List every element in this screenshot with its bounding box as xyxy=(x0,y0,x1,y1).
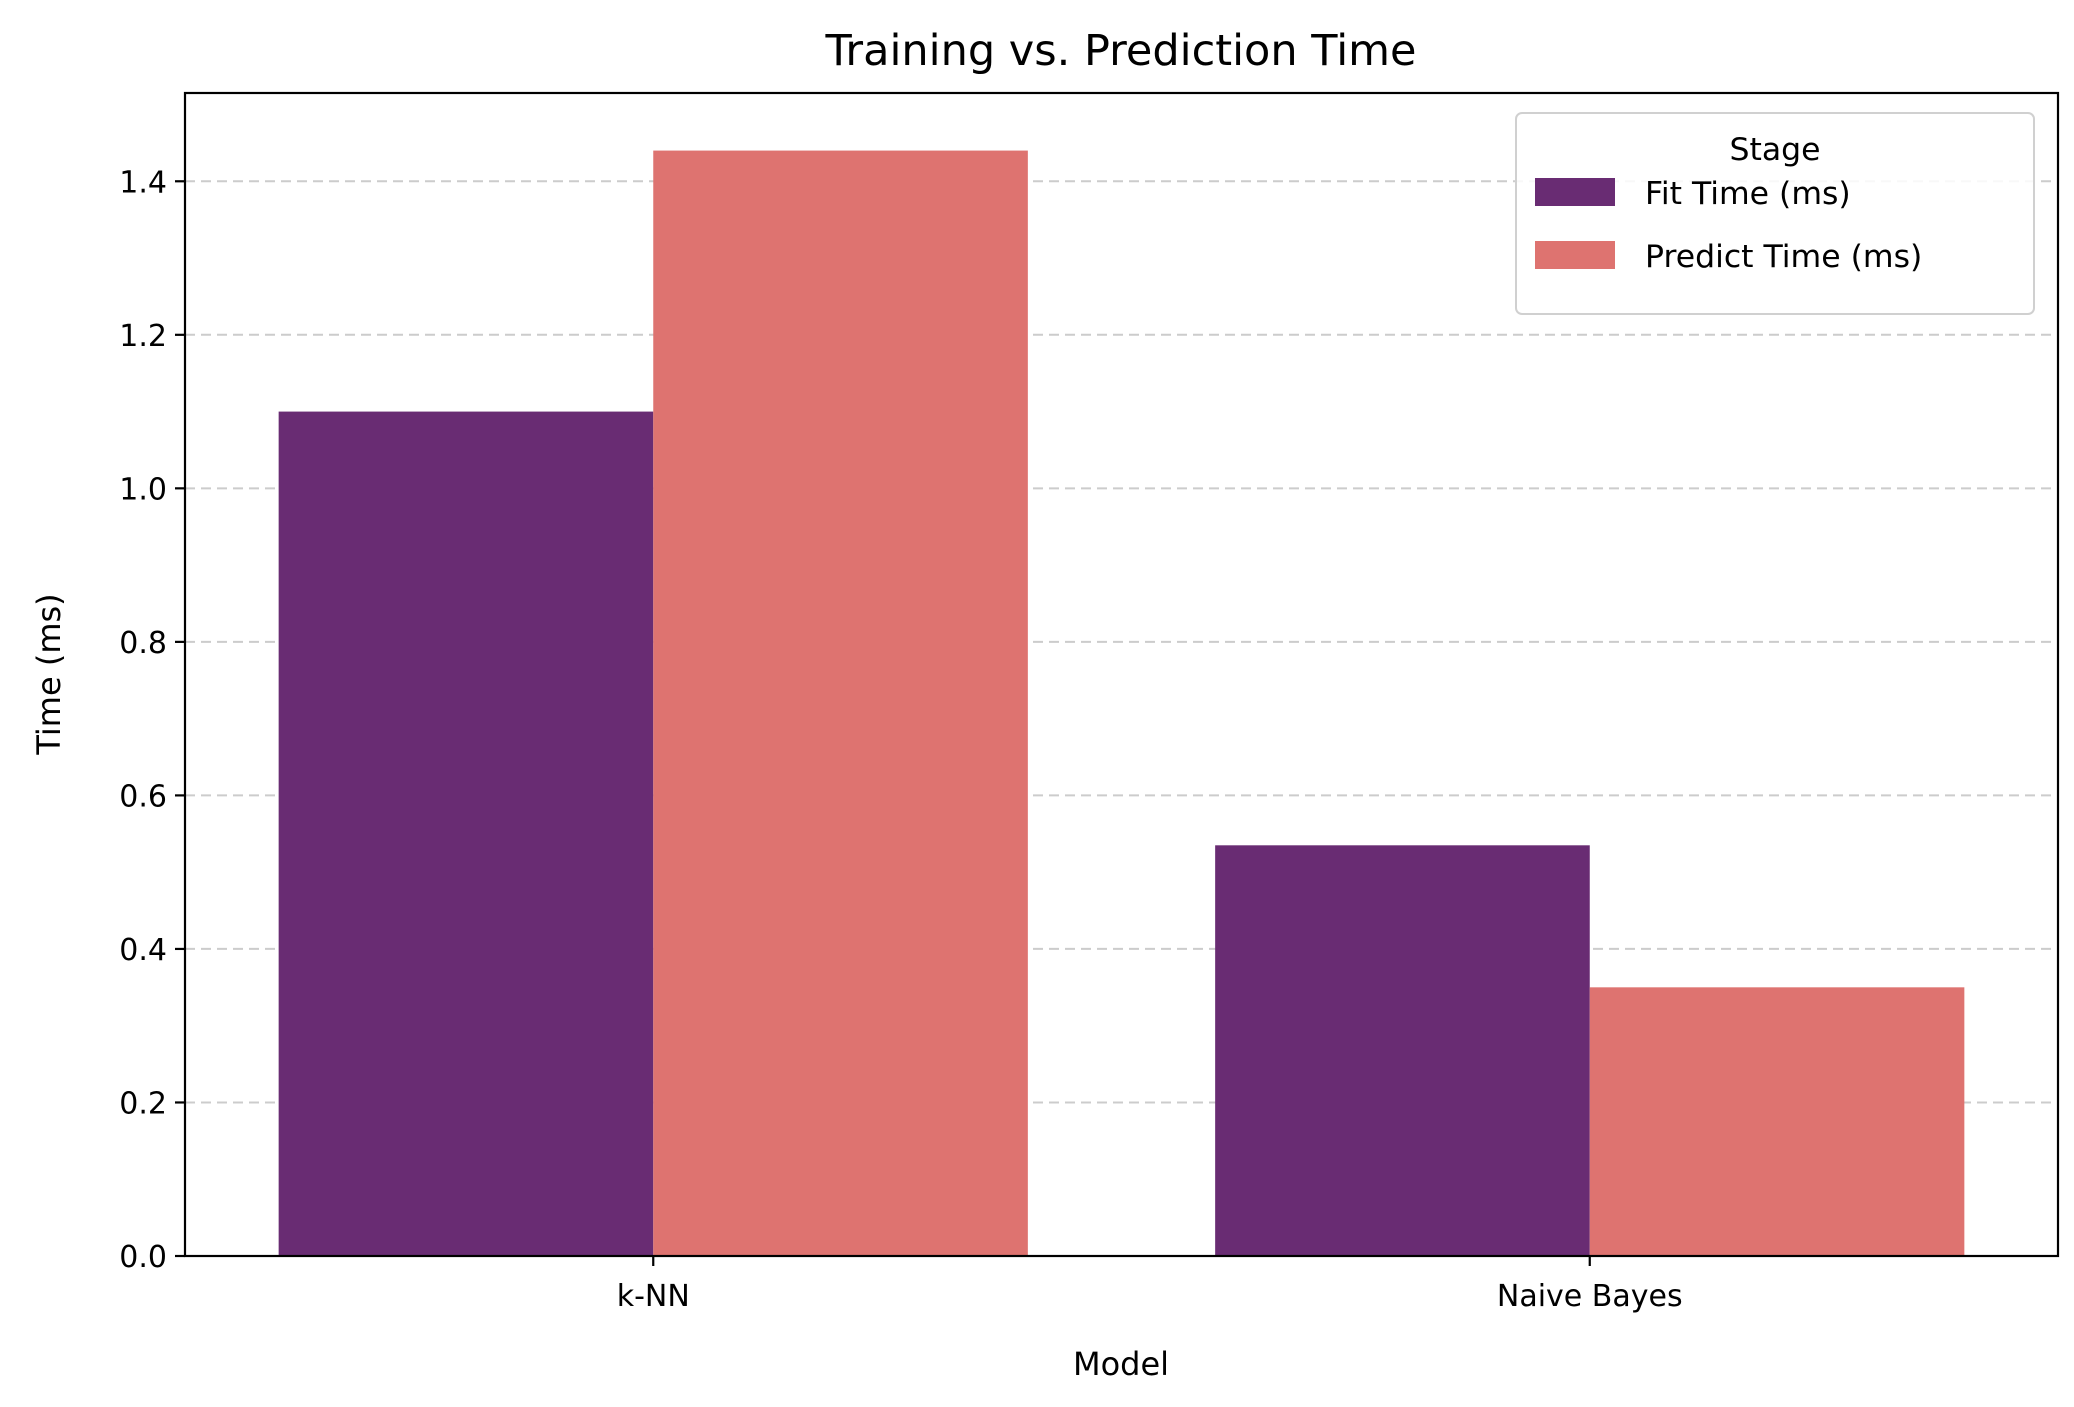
y-tick-label: 0.4 xyxy=(119,933,167,968)
chart-title: Training vs. Prediction Time xyxy=(824,26,1416,76)
y-axis-label: Time (ms) xyxy=(30,593,68,755)
bar-fit-time-ms-naive-bayes xyxy=(1215,845,1590,1256)
legend-frame xyxy=(1515,112,2035,315)
y-axis: 0.0 0.2 0.4 0.6 0.8 1.0 1.2 1.4 xyxy=(119,165,185,1275)
bar-predict-time-ms-naive-bayes xyxy=(1589,987,1965,1256)
bar-fit-time-ms-k-nn xyxy=(278,411,654,1257)
x-axis-label: Model xyxy=(1073,1345,1169,1383)
legend-swatch xyxy=(1535,241,1615,269)
plot-frame xyxy=(183,91,2060,1258)
x-tick-label: k-NN xyxy=(617,1279,690,1314)
y-tick-label: 0.8 xyxy=(119,626,167,661)
y-tick-label: 0.6 xyxy=(119,779,167,814)
legend-label: Fit Time (ms) xyxy=(1645,176,1851,212)
bar-predict-time-ms-k-nn xyxy=(653,150,1028,1257)
x-tick-label: Naive Bayes xyxy=(1497,1279,1683,1314)
legend-label: Predict Time (ms) xyxy=(1645,239,1922,275)
legend-items: Fit Time (ms) Predict Time (ms) xyxy=(1535,176,1922,275)
y-tick-label: 1.4 xyxy=(119,165,167,200)
y-tick-label: 0.2 xyxy=(119,1086,167,1121)
y-tick-label: 0.0 xyxy=(119,1240,167,1275)
y-tick-label: 1.0 xyxy=(119,472,167,507)
bars xyxy=(278,150,1965,1257)
legend-swatch xyxy=(1535,178,1615,206)
legend: Stage Fit Time (ms) Predict Time (ms) xyxy=(1515,112,2035,315)
y-tick-label: 1.2 xyxy=(119,319,167,354)
legend-title: Stage xyxy=(1729,132,1820,168)
x-axis: k-NN Naive Bayes xyxy=(617,1256,1683,1314)
